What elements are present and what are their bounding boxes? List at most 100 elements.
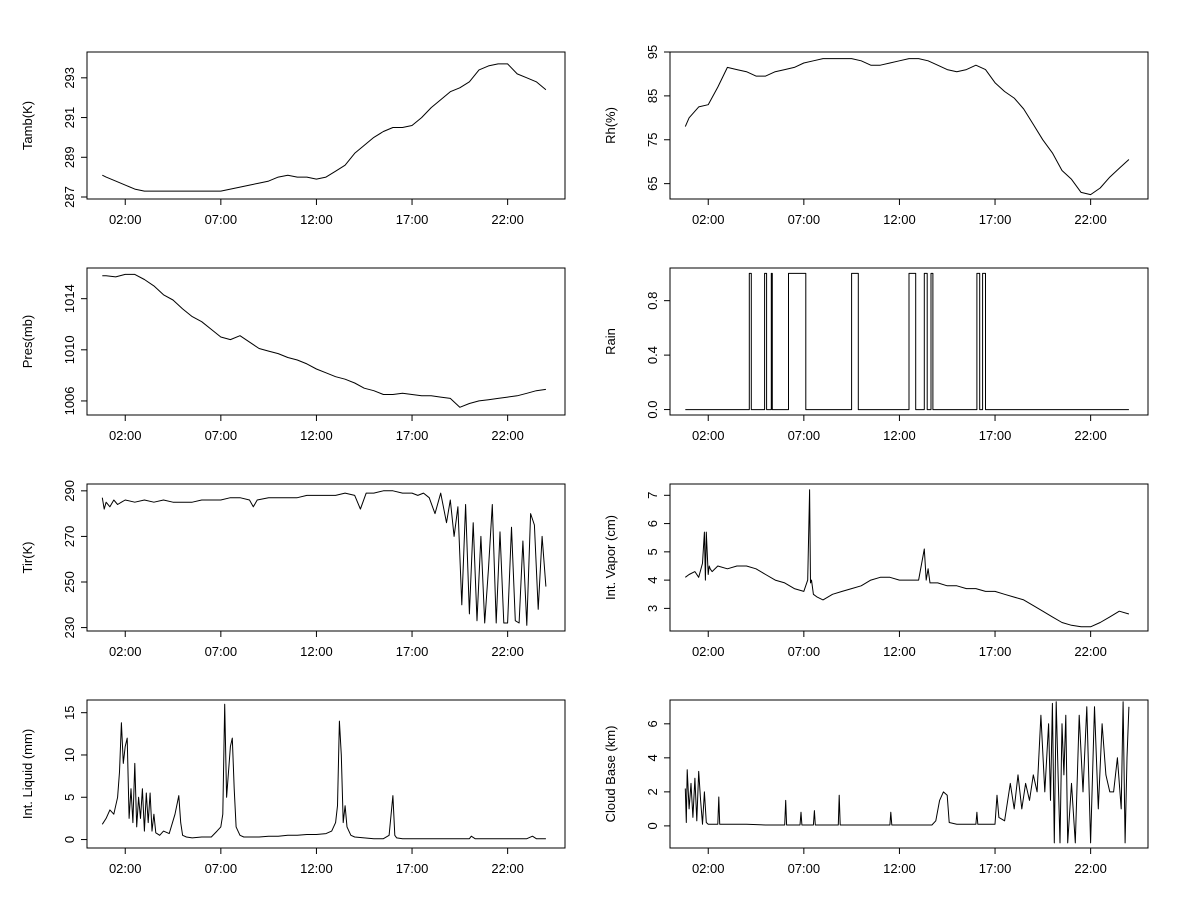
cloud-base-panel: 02:00 07:00 12:00 17:00 22:00 0 2 4 6 Cloud Base … bbox=[603, 699, 1149, 876]
tamb-y-tick-label: 287 bbox=[62, 186, 77, 208]
pres-panel: 02:00 07:00 12:00 17:00 22:00 1006 1010 1014 Pre… bbox=[20, 267, 566, 443]
tir-x-tick-label: 22:00 bbox=[491, 644, 524, 659]
rh-series-line bbox=[684, 58, 1130, 196]
rain-x-tick-label: 22:00 bbox=[1074, 428, 1107, 443]
tir-panel: 02:00 07:00 12:00 17:00 22:00 230 250 270 290 Tir… bbox=[20, 480, 566, 659]
rh-x-tick-label: 17:00 bbox=[979, 212, 1012, 227]
int-liquid-y-tick-label: 0 bbox=[62, 836, 77, 843]
rain-x-tick-label: 02:00 bbox=[692, 428, 725, 443]
rain-plot-frame bbox=[669, 267, 1149, 416]
int-liquid-y-axis-label: Int. Liquid (mm) bbox=[20, 729, 35, 819]
rain-x-tick-label: 12:00 bbox=[883, 428, 916, 443]
int-liquid-y-tick-label: 10 bbox=[62, 748, 77, 762]
cloud-base-series-line bbox=[684, 701, 1130, 844]
int-liquid-x-tick-label: 07:00 bbox=[205, 861, 238, 876]
pres-x-tick-label: 12:00 bbox=[300, 428, 333, 443]
tamb-x-tick-label: 22:00 bbox=[491, 212, 524, 227]
cloud-base-plot-frame bbox=[669, 699, 1149, 849]
int-vapor-panel: 02:00 07:00 12:00 17:00 22:00 3 4 5 6 7 Int. Vapor… bbox=[603, 483, 1149, 659]
rain-y-tick-label: 0.4 bbox=[645, 346, 660, 364]
tir-x-tick-label: 07:00 bbox=[205, 644, 238, 659]
int-liquid-series-line bbox=[101, 703, 546, 840]
pres-y-axis-label: Pres(mb) bbox=[20, 315, 35, 368]
tamb-plot-frame bbox=[86, 51, 566, 200]
cloud-base-x-tick-label: 07:00 bbox=[788, 861, 821, 876]
cloud-base-y-tick-label: 0 bbox=[645, 822, 660, 829]
rh-y-tick-label: 85 bbox=[645, 89, 660, 103]
int-vapor-y-tick-label: 3 bbox=[645, 605, 660, 612]
pres-x-tick-label: 22:00 bbox=[491, 428, 524, 443]
int-vapor-y-tick-label: 4 bbox=[645, 576, 660, 583]
int-liquid-x-tick-label: 17:00 bbox=[396, 861, 429, 876]
tamb-y-tick-label: 291 bbox=[62, 107, 77, 129]
tamb-x-tick-label: 02:00 bbox=[109, 212, 142, 227]
int-vapor-plot-frame bbox=[669, 483, 1149, 632]
rh-panel: 02:00 07:00 12:00 17:00 22:00 65 75 85 95 Rh(%) bbox=[603, 45, 1149, 227]
rh-y-tick-label: 95 bbox=[645, 45, 660, 59]
cloud-base-y-tick-label: 4 bbox=[645, 754, 660, 761]
rain-series-line bbox=[685, 272, 1129, 411]
tamb-x-tick-label: 17:00 bbox=[396, 212, 429, 227]
rain-panel: 02:00 07:00 12:00 17:00 22:00 0.0 0.4 0.8 Rain bbox=[603, 267, 1149, 443]
tamb-y-axis-label: Tamb(K) bbox=[20, 101, 35, 150]
int-vapor-x-tick-label: 07:00 bbox=[788, 644, 821, 659]
tamb-series-line bbox=[102, 63, 547, 192]
rh-x-tick-label: 12:00 bbox=[883, 212, 916, 227]
cloud-base-x-tick-label: 17:00 bbox=[979, 861, 1012, 876]
pres-y-tick-label: 1010 bbox=[62, 335, 77, 364]
rain-y-axis-label: Rain bbox=[603, 328, 618, 355]
rh-x-tick-label: 02:00 bbox=[692, 212, 725, 227]
cloud-base-x-tick-label: 02:00 bbox=[692, 861, 725, 876]
pres-y-tick-label: 1014 bbox=[62, 284, 77, 313]
tir-x-tick-label: 17:00 bbox=[396, 644, 429, 659]
tamb-x-tick-label: 07:00 bbox=[205, 212, 238, 227]
tir-x-tick-label: 02:00 bbox=[109, 644, 142, 659]
int-liquid-y-tick-label: 15 bbox=[62, 705, 77, 719]
rh-y-tick-label: 75 bbox=[645, 133, 660, 147]
cloud-base-y-tick-label: 2 bbox=[645, 788, 660, 795]
cloud-base-y-tick-label: 6 bbox=[645, 720, 660, 727]
pres-plot-frame bbox=[86, 267, 566, 416]
int-vapor-series-line bbox=[685, 489, 1130, 628]
int-vapor-x-tick-label: 12:00 bbox=[883, 644, 916, 659]
tir-y-tick-label: 250 bbox=[62, 571, 77, 593]
tamb-x-tick-label: 12:00 bbox=[300, 212, 333, 227]
tamb-panel: 02:00 07:00 12:00 17:00 22:00 287 289 291 293 Tam… bbox=[20, 51, 566, 227]
rh-y-tick-label: 65 bbox=[645, 176, 660, 190]
int-vapor-y-axis-label: Int. Vapor (cm) bbox=[603, 515, 618, 600]
rain-y-tick-label: 0.0 bbox=[645, 401, 660, 419]
int-liquid-plot-frame bbox=[86, 699, 566, 849]
cloud-base-x-tick-label: 22:00 bbox=[1074, 861, 1107, 876]
tir-series-line bbox=[101, 490, 547, 626]
pres-x-tick-label: 17:00 bbox=[396, 428, 429, 443]
rh-y-axis-label: Rh(%) bbox=[603, 107, 618, 144]
rh-plot-frame bbox=[669, 51, 1149, 200]
rain-x-tick-label: 17:00 bbox=[979, 428, 1012, 443]
rh-x-tick-label: 07:00 bbox=[788, 212, 821, 227]
int-liquid-panel: 02:00 07:00 12:00 17:00 22:00 0 5 10 15 Int. Liqu… bbox=[20, 699, 566, 876]
rh-x-tick-label: 22:00 bbox=[1074, 212, 1107, 227]
tamb-y-tick-label: 293 bbox=[62, 67, 77, 89]
int-vapor-y-tick-label: 5 bbox=[645, 548, 660, 555]
tir-y-axis-label: Tir(K) bbox=[20, 541, 35, 573]
tir-y-tick-label: 270 bbox=[62, 526, 77, 548]
tir-y-tick-label: 230 bbox=[62, 617, 77, 639]
rain-y-tick-label: 0.8 bbox=[645, 292, 660, 310]
pres-x-tick-label: 02:00 bbox=[109, 428, 142, 443]
cloud-base-x-tick-label: 12:00 bbox=[883, 861, 916, 876]
pres-y-tick-label: 1006 bbox=[62, 386, 77, 415]
int-vapor-y-tick-label: 6 bbox=[645, 520, 660, 527]
tamb-y-tick-label: 289 bbox=[62, 146, 77, 168]
int-vapor-x-tick-label: 02:00 bbox=[692, 644, 725, 659]
tir-plot-frame bbox=[86, 483, 566, 632]
int-liquid-x-tick-label: 12:00 bbox=[300, 861, 333, 876]
tir-x-tick-label: 12:00 bbox=[300, 644, 333, 659]
int-liquid-y-tick-label: 5 bbox=[62, 794, 77, 801]
pres-x-tick-label: 07:00 bbox=[205, 428, 238, 443]
rain-x-tick-label: 07:00 bbox=[788, 428, 821, 443]
cloud-base-y-axis-label: Cloud Base (km) bbox=[603, 726, 618, 823]
int-liquid-x-tick-label: 02:00 bbox=[109, 861, 142, 876]
int-liquid-x-tick-label: 22:00 bbox=[491, 861, 524, 876]
tir-y-tick-label: 290 bbox=[62, 480, 77, 502]
int-vapor-y-tick-label: 7 bbox=[645, 492, 660, 499]
